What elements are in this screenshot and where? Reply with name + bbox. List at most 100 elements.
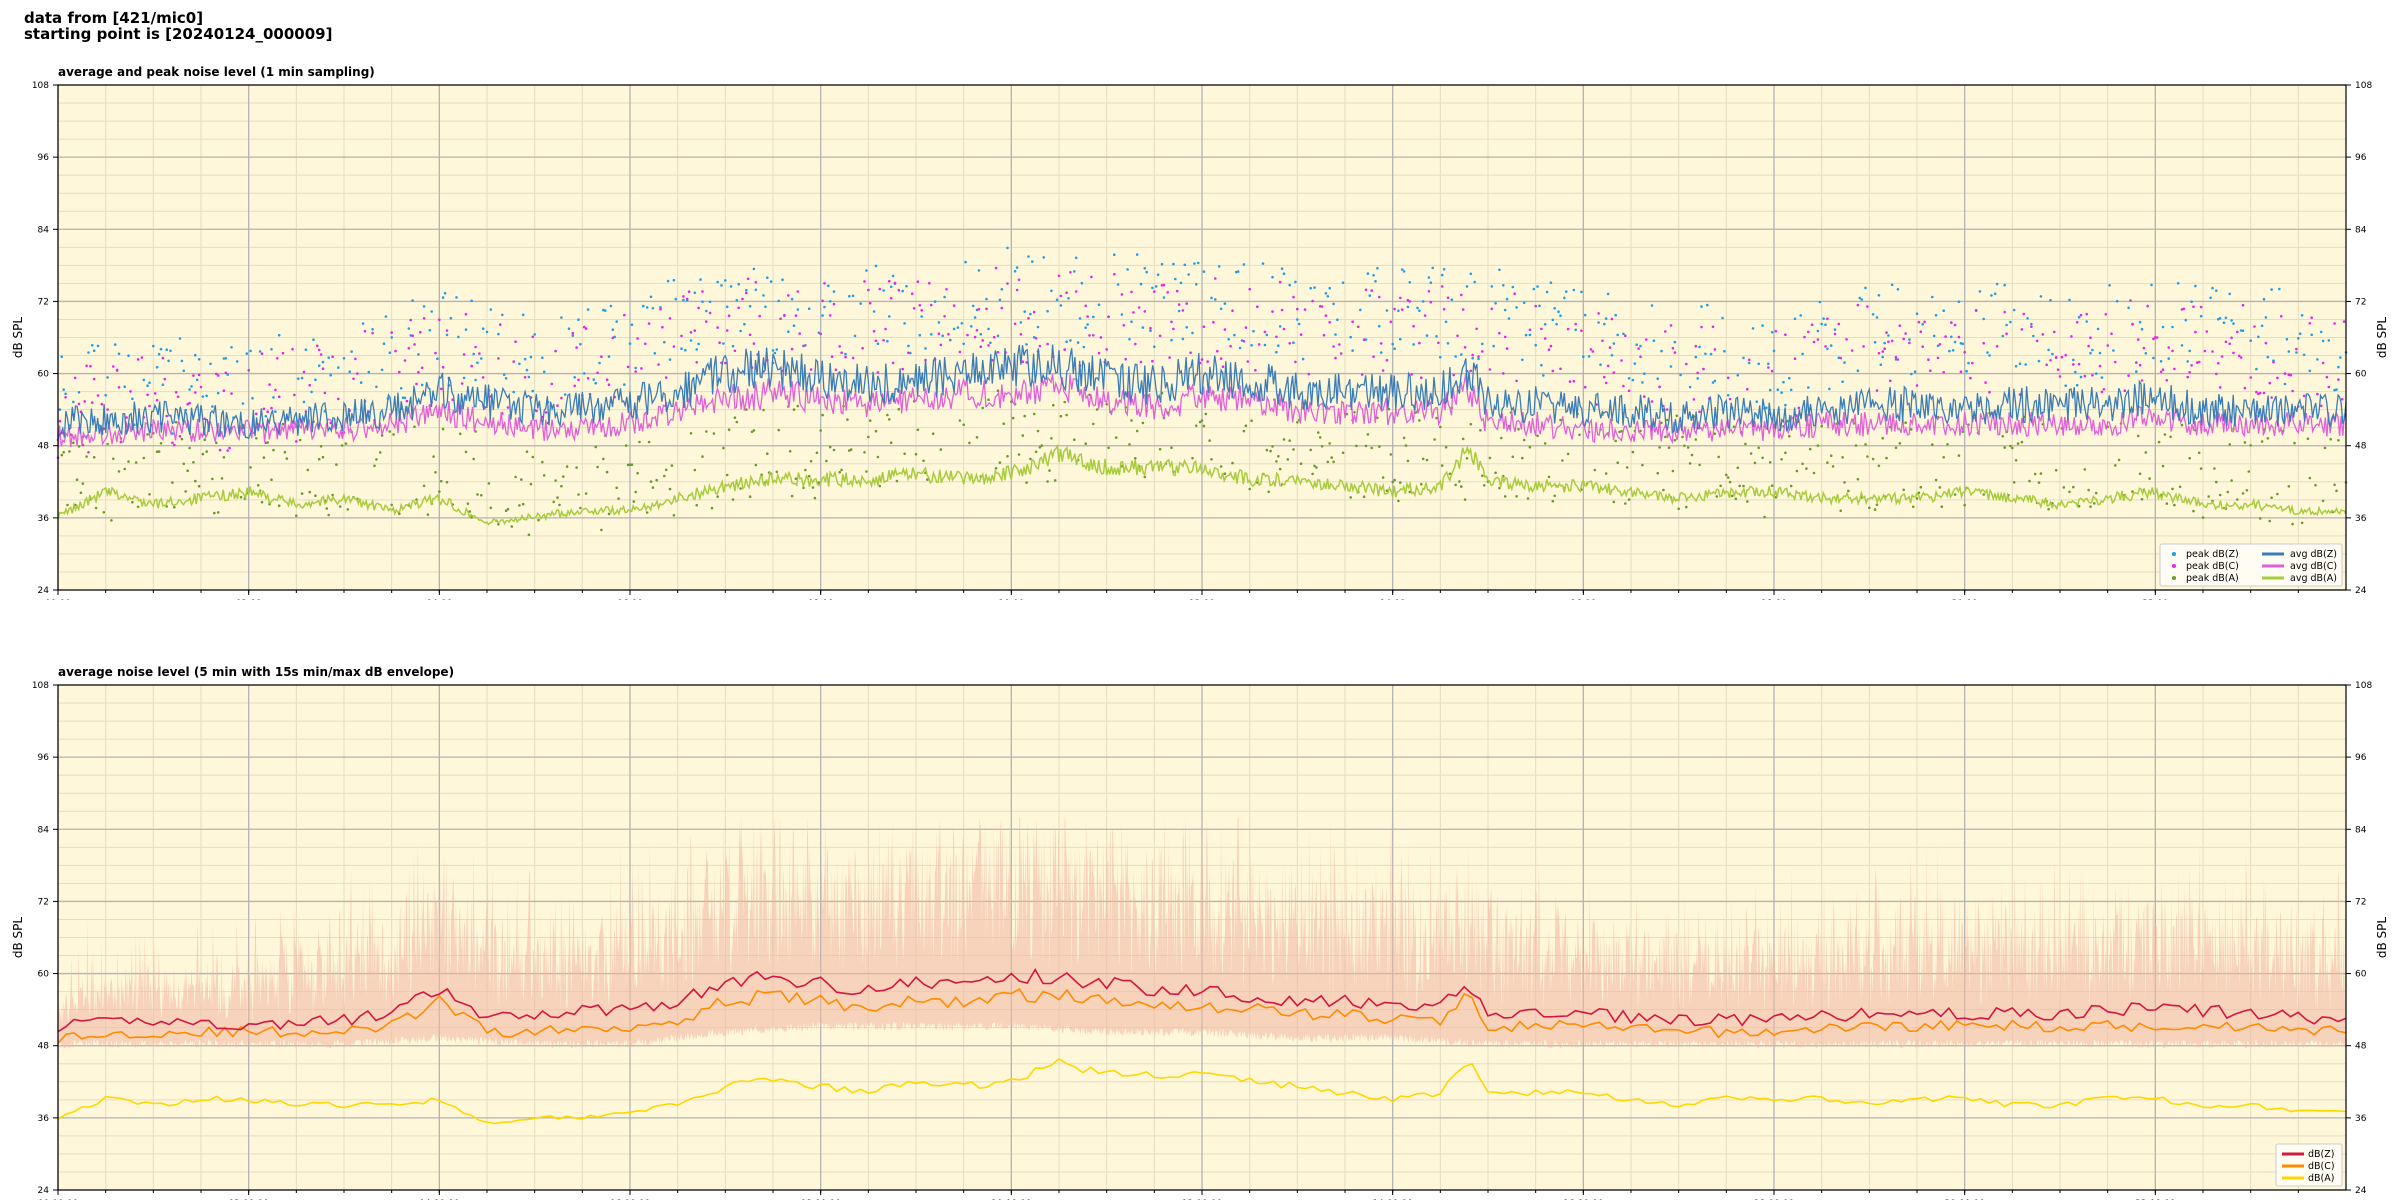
peak-point [1770, 369, 1774, 373]
peak-point [266, 410, 270, 414]
peak-point [1660, 421, 1663, 425]
peak-point [2089, 351, 2092, 355]
peak-point [1135, 429, 1139, 433]
peak-point [1526, 497, 1530, 500]
peak-point [485, 330, 489, 334]
peak-point [609, 304, 613, 308]
peak-point [211, 477, 214, 481]
peak-point [1166, 291, 1169, 294]
peak-point [2117, 458, 2121, 462]
peak-point [384, 315, 388, 318]
peak-point [1349, 335, 1352, 339]
peak-point [2058, 375, 2062, 378]
peak-point [607, 383, 611, 387]
peak-point [277, 504, 281, 508]
peak-point [1040, 444, 1044, 447]
peak-point [1829, 344, 1833, 347]
peak-point [476, 361, 479, 365]
peak-point [2032, 334, 2035, 338]
peak-point [2085, 312, 2088, 316]
peak-point [1772, 349, 1776, 353]
peak-point [1471, 353, 1474, 357]
peak-point [2211, 286, 2214, 290]
peak-point [1015, 288, 1019, 292]
peak-point [1578, 433, 1581, 437]
peak-point [1372, 355, 1375, 359]
peak-point [1641, 381, 1644, 384]
peak-point [1896, 358, 1900, 361]
peak-point [674, 297, 678, 301]
peak-point [87, 451, 90, 454]
legend: peak dB(Z) avg dB(Z)peak dB(C) avg dB(C)pe… [2159, 543, 2343, 587]
peak-point [1589, 348, 1593, 351]
peak-point [1221, 365, 1225, 369]
peak-point [1099, 336, 1103, 339]
peak-point [1019, 321, 1023, 324]
peak-point [1408, 281, 1412, 284]
peak-point [840, 351, 843, 355]
peak-point [1551, 369, 1555, 373]
peak-point [1606, 364, 1610, 368]
peak-point [931, 432, 935, 436]
peak-point [1427, 290, 1431, 293]
peak-point [1461, 308, 1465, 311]
peak-point [1170, 320, 1173, 324]
peak-point [790, 347, 794, 351]
peak-point [1456, 334, 1459, 338]
x-tick-label: 22:00 [2142, 599, 2168, 600]
peak-point [1475, 327, 1478, 331]
peak-point [308, 490, 312, 494]
peak-point [577, 378, 580, 382]
peak-point [2016, 442, 2020, 445]
peak-point [171, 481, 174, 484]
peak-point [272, 396, 275, 399]
peak-point [459, 432, 462, 436]
peak-point [1932, 334, 1936, 338]
peak-point [1559, 418, 1562, 422]
peak-point [2009, 444, 2012, 448]
peak-point [1850, 349, 1854, 352]
peak-point [2123, 389, 2127, 393]
peak-point [197, 373, 201, 377]
peak-point [958, 350, 962, 354]
peak-point [1767, 362, 1770, 366]
peak-point [375, 458, 378, 461]
peak-point [1650, 304, 1654, 307]
peak-point [952, 327, 956, 331]
peak-point [2138, 320, 2142, 324]
peak-point [823, 282, 826, 285]
peak-point [2047, 507, 2050, 511]
peak-point [1604, 381, 1608, 385]
peak-point [1561, 459, 1564, 462]
peak-point [2211, 499, 2214, 503]
peak-point [470, 299, 474, 303]
y-axis-label-right: dB SPL [2375, 917, 2389, 959]
peak-point [897, 407, 901, 411]
peak-point [1412, 343, 1415, 346]
peak-point [1974, 309, 1978, 312]
peak-point [918, 333, 922, 337]
peak-point [445, 333, 449, 337]
peak-point [1420, 376, 1423, 380]
peak-point [1440, 285, 1444, 288]
peak-point [838, 470, 841, 474]
peak-point [1282, 327, 1286, 331]
peak-point [409, 318, 413, 322]
peak-point [1385, 489, 1389, 493]
peak-point [1023, 310, 1026, 313]
peak-point [987, 344, 990, 347]
peak-point [1528, 328, 1532, 332]
peak-point [1753, 461, 1757, 465]
peak-point [882, 339, 885, 342]
peak-point [2333, 322, 2336, 325]
peak-point [510, 525, 514, 528]
peak-point [638, 440, 641, 444]
peak-point [933, 300, 937, 303]
peak-point [2093, 502, 2096, 505]
peak-point [2140, 497, 2144, 501]
peak-point [422, 317, 426, 320]
peak-point [930, 303, 933, 307]
peak-point [523, 376, 527, 379]
peak-point [531, 455, 535, 459]
peak-point [1113, 253, 1116, 256]
